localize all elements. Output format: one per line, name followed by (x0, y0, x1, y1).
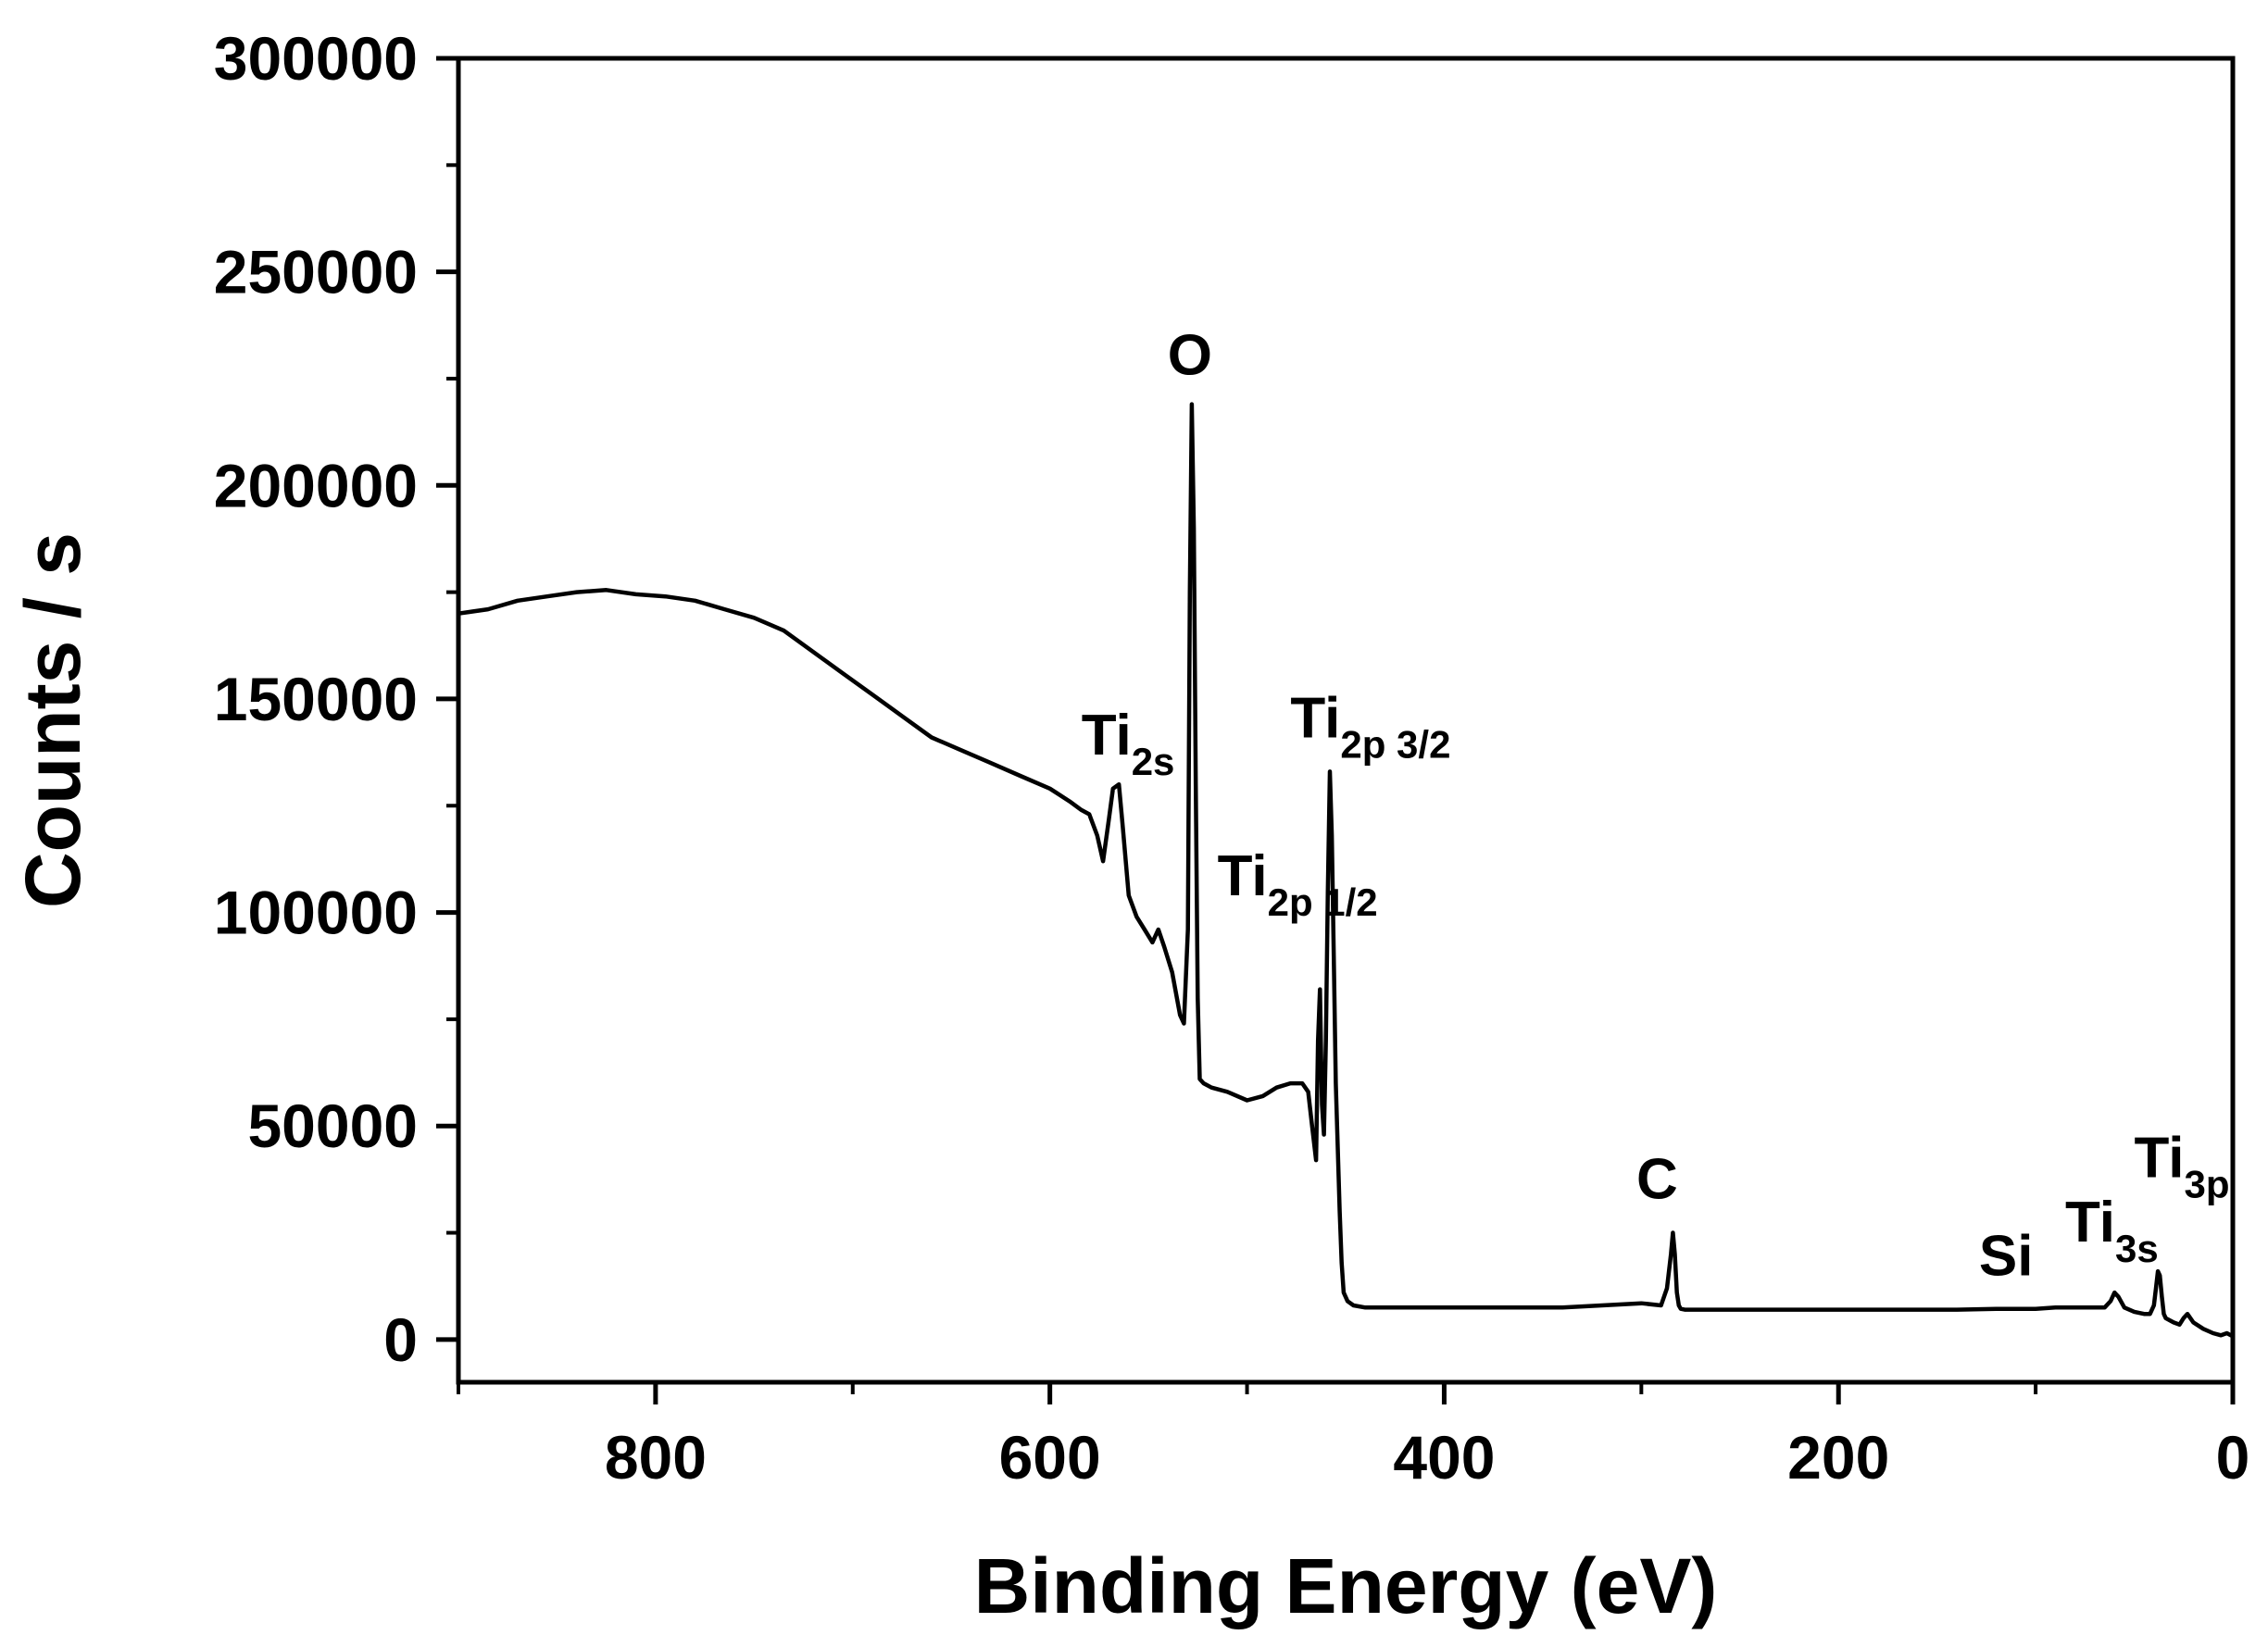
y-tick-label: 150000 (214, 665, 418, 733)
peak-label-text: Ti (1082, 704, 1132, 768)
x-tick-label: 600 (999, 1423, 1101, 1491)
x-tick-label: 200 (1787, 1423, 1889, 1491)
y-tick-label: 100000 (214, 879, 418, 947)
peak-label-text: Ti (2135, 1127, 2185, 1191)
peak-label-subscript: 2p 3/2 (1340, 722, 1450, 766)
y-tick-label: 0 (383, 1305, 418, 1374)
y-axis-title: Counts / s (9, 532, 96, 908)
peak-label-ti2s: Ti2s (1082, 704, 1175, 783)
peak-label-text: Ti (1218, 844, 1268, 908)
peak-label-subscript: 2p 1/2 (1268, 880, 1378, 924)
x-axis-title: Binding Energy (eV) (974, 1542, 1718, 1629)
peak-label-ti2p32: Ti2p 3/2 (1290, 686, 1450, 766)
peak-label-text: C (1636, 1148, 1678, 1212)
peak-label-text: Ti (2065, 1191, 2115, 1254)
y-tick-label: 250000 (214, 238, 418, 306)
peak-label-ti3p: Ti3p (2135, 1127, 2230, 1206)
peak-label-subscript: 2s (1132, 740, 1175, 783)
spectrum-line (457, 402, 2234, 1339)
peak-label-c: C (1636, 1148, 1678, 1212)
peak-label-text: Ti (1290, 686, 1340, 750)
axis-ticks (436, 56, 2236, 1404)
x-tick-label: 0 (2216, 1423, 2250, 1491)
peak-label-ti3s: Ti3s (2065, 1191, 2159, 1270)
y-tick-label: 50000 (247, 1092, 418, 1160)
peak-label-subscript: 3s (2115, 1227, 2159, 1270)
peak-label-o: O (1168, 323, 1212, 387)
peak-label-ti2p12: Ti2p 1/2 (1218, 844, 1378, 924)
y-tick-label: 200000 (214, 451, 418, 519)
axis-tick-labels: 800 600 400 200 0 0 50000 100000 150000 200000 250… (214, 24, 2250, 1491)
peak-label-text: O (1168, 323, 1212, 387)
peak-label-subscript: 3p (2185, 1163, 2230, 1206)
x-tick-label: 800 (605, 1423, 707, 1491)
plot-frame (456, 56, 2236, 1385)
peak-label-si: Si (1979, 1225, 2034, 1289)
y-tick-label: 300000 (214, 24, 418, 93)
x-tick-label: 400 (1393, 1423, 1495, 1491)
peak-label-text: Si (1979, 1225, 2034, 1289)
